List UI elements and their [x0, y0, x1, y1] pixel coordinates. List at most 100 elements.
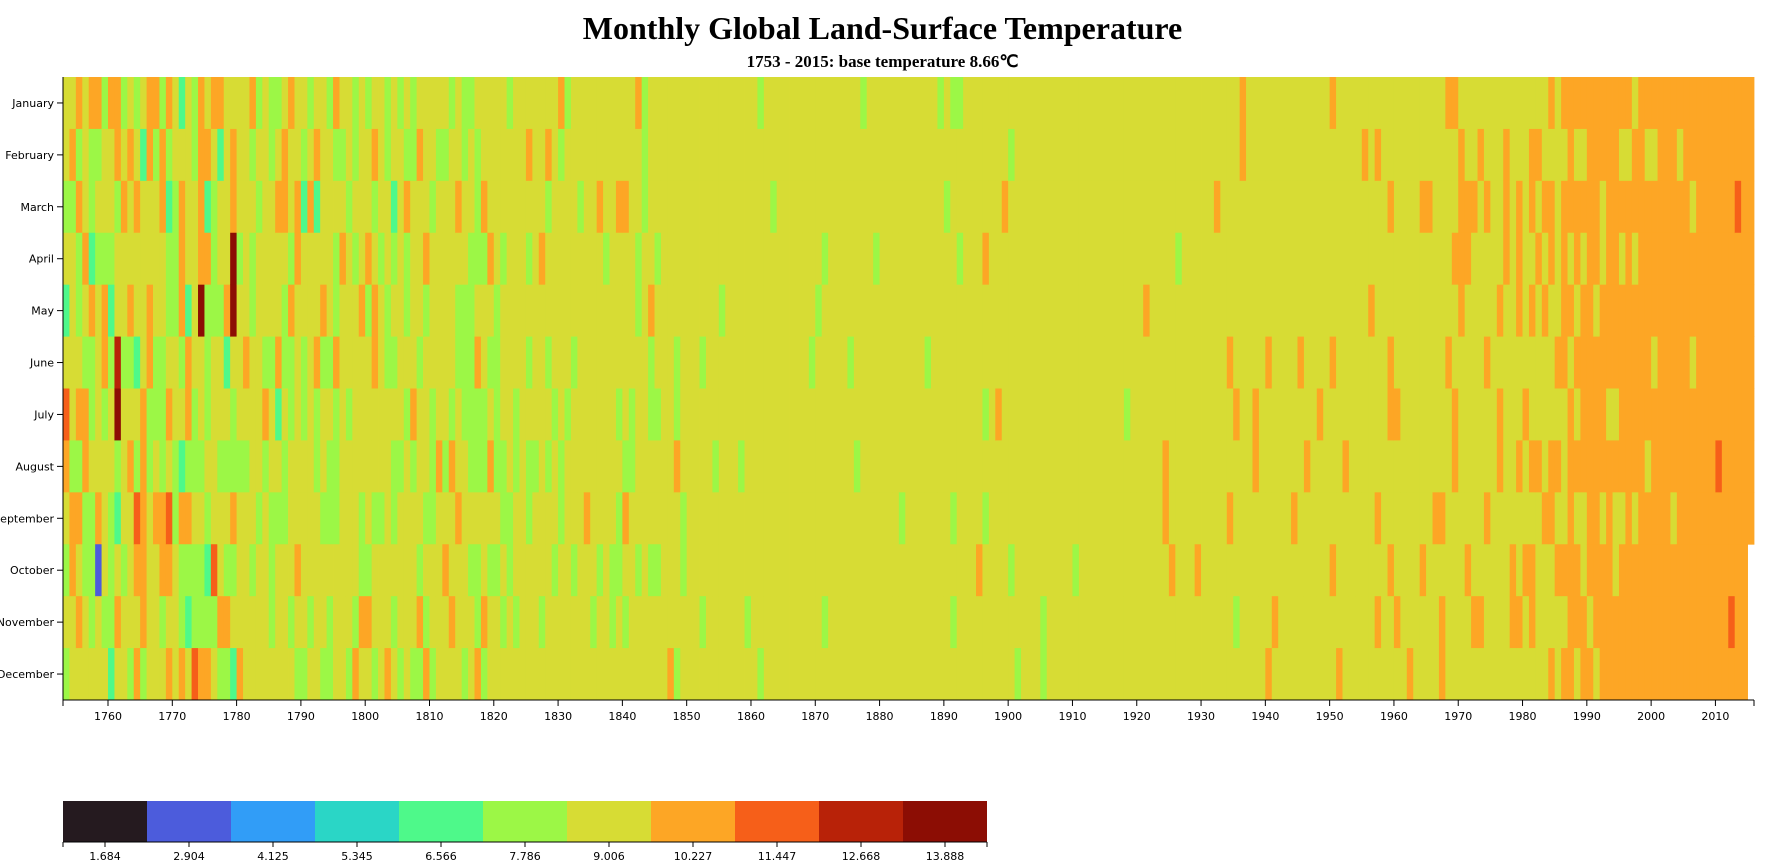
heatmap-cell	[1471, 596, 1478, 649]
heatmap-cell	[1548, 440, 1556, 493]
heatmap-cell	[545, 388, 553, 441]
heatmap-cell	[159, 648, 167, 701]
heatmap-cell	[590, 77, 598, 130]
heatmap-cell	[1265, 440, 1273, 493]
heatmap-cell	[847, 284, 855, 337]
heatmap-cell	[345, 336, 353, 389]
heatmap-cell	[1053, 232, 1060, 286]
heatmap-cell	[249, 180, 257, 234]
heatmap-cell	[1066, 284, 1073, 337]
heatmap-cell	[1323, 77, 1331, 130]
heatmap-cell	[455, 284, 463, 337]
heatmap-cell	[468, 440, 475, 493]
heatmap-cell	[1085, 596, 1093, 649]
heatmap-cell	[133, 596, 141, 649]
heatmap-cell	[1361, 284, 1369, 337]
heatmap-cell	[172, 440, 180, 493]
heatmap-cell	[815, 440, 823, 493]
heatmap-cell	[1696, 388, 1703, 441]
legend-tick-label: 9.006	[593, 850, 625, 863]
heatmap-cell	[178, 232, 186, 286]
heatmap-cell	[1522, 544, 1530, 597]
heatmap-cell	[731, 77, 739, 130]
heatmap-cell	[1252, 180, 1260, 234]
heatmap-cell	[1033, 492, 1041, 545]
heatmap-cell	[558, 440, 565, 493]
heatmap-cell	[1368, 544, 1376, 597]
heatmap-cell	[667, 648, 675, 701]
heatmap-cell	[210, 232, 218, 286]
heatmap-cell	[133, 388, 141, 441]
heatmap-cell	[686, 284, 694, 337]
heatmap-cell	[1631, 440, 1639, 493]
x-tick: 1810	[415, 700, 443, 723]
heatmap-cell	[1233, 284, 1241, 337]
heatmap-cell	[577, 596, 585, 649]
heatmap-cell	[1458, 180, 1466, 234]
heatmap-cell	[243, 180, 250, 234]
heatmap-cell	[596, 77, 604, 130]
heatmap-cell	[95, 284, 102, 337]
heatmap-cell	[185, 440, 192, 493]
y-tick-label: September	[0, 512, 54, 525]
heatmap-cell	[738, 388, 745, 441]
heatmap-cell	[1310, 284, 1318, 337]
heatmap-cell	[744, 544, 752, 597]
heatmap-cell	[705, 492, 713, 545]
heatmap-cell	[1535, 77, 1543, 130]
heatmap-cell	[982, 232, 990, 286]
heatmap-cell	[1676, 128, 1684, 182]
heatmap-cell	[1156, 492, 1163, 545]
heatmap-cell	[763, 544, 771, 597]
heatmap-cell	[905, 440, 913, 493]
heatmap-cell	[468, 544, 475, 597]
legend-tick: 12.668	[842, 842, 880, 863]
heatmap-cell	[1117, 336, 1125, 389]
heatmap-cell	[821, 544, 829, 597]
heatmap-cell	[146, 284, 154, 337]
heatmap-cell	[191, 440, 199, 493]
heatmap-cell	[1246, 648, 1253, 701]
x-tick-label: 1900	[994, 710, 1022, 723]
heatmap-cell	[1348, 596, 1356, 649]
heatmap-cell	[1258, 388, 1266, 441]
heatmap-cell	[307, 440, 315, 493]
heatmap-cell	[1702, 128, 1710, 182]
heatmap-cell	[1708, 128, 1716, 182]
heatmap-cell	[1111, 596, 1118, 649]
heatmap-cell	[275, 77, 283, 130]
heatmap-cell	[551, 388, 559, 441]
heatmap-cell	[153, 388, 160, 441]
heatmap-cell	[365, 492, 373, 545]
heatmap-cell	[1477, 492, 1485, 545]
heatmap-cell	[262, 180, 270, 234]
heatmap-cell	[641, 648, 649, 701]
heatmap-cell	[390, 284, 398, 337]
heatmap-cell	[532, 648, 540, 701]
heatmap-cell	[1348, 128, 1356, 182]
heatmap-cell	[1053, 596, 1060, 649]
heatmap-cell	[1246, 440, 1253, 493]
heatmap-cell	[69, 492, 77, 545]
heatmap-cell	[1490, 388, 1498, 441]
heatmap-cell	[1310, 180, 1318, 234]
heatmap-cell	[114, 596, 122, 649]
heatmap-cell	[88, 128, 96, 182]
heatmap-cell	[1252, 232, 1260, 286]
heatmap-cell	[1458, 336, 1466, 389]
heatmap-cell	[1670, 336, 1678, 389]
heatmap-cell	[146, 232, 154, 286]
heatmap-cell	[1670, 596, 1678, 649]
heatmap-cell	[300, 492, 308, 545]
heatmap-cell	[63, 596, 70, 649]
heatmap-cell	[1136, 77, 1144, 130]
heatmap-cell	[442, 77, 450, 130]
heatmap-cell	[898, 284, 906, 337]
heatmap-cell	[114, 492, 122, 545]
heatmap-cell	[1541, 648, 1549, 701]
heatmap-cell	[738, 180, 745, 234]
heatmap-cell	[969, 180, 977, 234]
heatmap-cell	[371, 648, 379, 701]
heatmap-cell	[718, 336, 726, 389]
heatmap-cell	[1580, 544, 1588, 597]
